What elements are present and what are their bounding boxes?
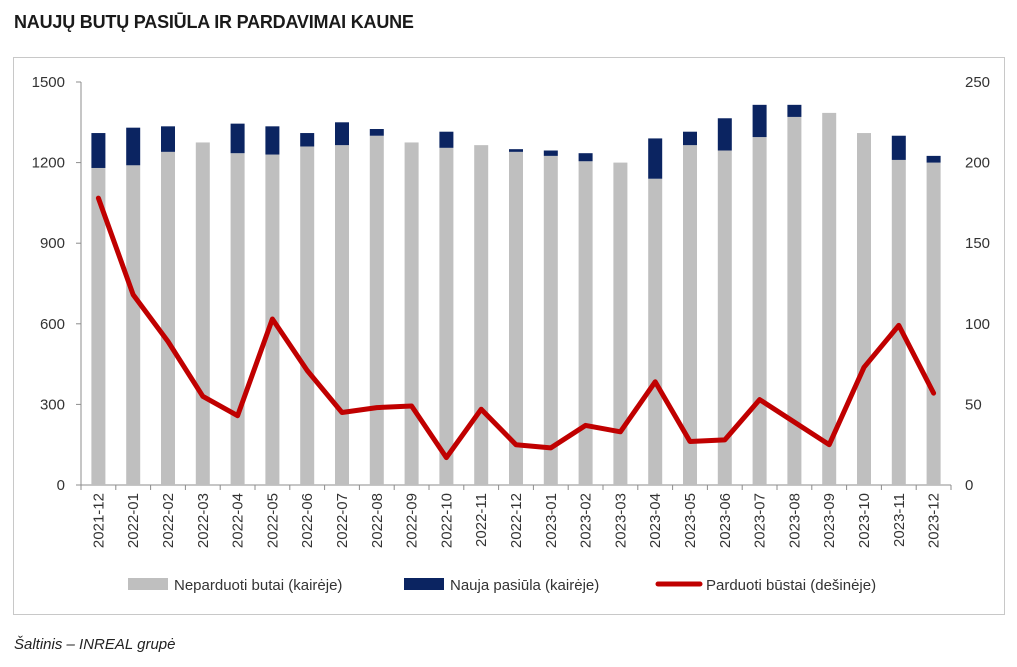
x-tick-label: 2022-10 (438, 493, 455, 548)
y-left-tick-label: 0 (57, 477, 65, 494)
x-tick-label: 2022-12 (508, 493, 525, 548)
x-tick-label: 2022-08 (369, 493, 386, 548)
x-tick-label: 2023-04 (647, 493, 664, 548)
bar-unsold (404, 142, 419, 485)
y-right-tick-label: 250 (965, 74, 990, 91)
bar-unsold (161, 151, 175, 485)
x-tick-label: 2022-06 (299, 493, 316, 548)
bar-unsold (857, 133, 871, 485)
bar-unsold (578, 161, 593, 486)
y-left-tick-label: 1200 (32, 155, 65, 172)
bar-new-supply (891, 135, 906, 160)
legend-swatch-new-supply (404, 578, 444, 590)
x-tick-label: 2023-08 (786, 493, 803, 548)
bar-new-supply (543, 150, 558, 156)
bar-unsold (300, 146, 315, 486)
x-tick-label: 2022-02 (160, 493, 177, 548)
x-tick-label: 2023-01 (543, 493, 560, 548)
line-group (95, 195, 937, 461)
x-tick-label: 2022-07 (334, 493, 351, 548)
bar-new-supply (787, 104, 802, 117)
x-tick-label: 2023-09 (821, 493, 838, 548)
bar-new-supply (717, 118, 732, 151)
legend-swatch-unsold (128, 578, 168, 590)
y-left-tick-label: 900 (40, 235, 65, 252)
bar-unsold (822, 112, 837, 485)
x-tick-label: 2021-12 (90, 493, 107, 548)
bar-unsold (474, 145, 489, 486)
bar-new-supply (126, 127, 141, 166)
x-tick-label: 2023-11 (891, 493, 908, 547)
bar-new-supply (265, 126, 280, 155)
y-right-tick-label: 50 (965, 396, 982, 413)
x-tick-label: 2022-05 (264, 493, 281, 548)
x-tick-label: 2023-07 (752, 493, 769, 548)
y-right-tick-label: 150 (965, 235, 990, 252)
x-tick-label: 2023-02 (578, 493, 595, 548)
legend: Neparduoti butai (kairėje) Nauja pasiūla… (128, 577, 876, 594)
bar-new-supply (926, 155, 941, 163)
x-tick-label: 2022-04 (230, 493, 247, 548)
bar-unsold (335, 145, 349, 486)
legend-label-unsold: Neparduoti butai (kairėje) (174, 577, 342, 594)
x-tick-label: 2023-05 (682, 493, 699, 548)
bar-unsold (543, 155, 558, 485)
x-tick-label: 2022-01 (125, 493, 142, 548)
bar-new-supply (648, 138, 663, 179)
chart-frame (13, 57, 1005, 615)
y-right-tick-label: 0 (965, 477, 973, 494)
bar-unsold (230, 153, 245, 486)
bar-new-supply (683, 131, 697, 146)
bar-unsold (439, 147, 454, 485)
legend-label-sold: Parduoti būstai (dešinėje) (706, 577, 876, 594)
y-left-tick-label: 600 (40, 316, 65, 333)
source-note: Šaltinis – INREAL grupė (14, 636, 176, 653)
x-tick-labels: 2021-12 2022-01 2022-02 2022-03 2022-04 2022-… (80, 485, 952, 548)
bar-new-supply (300, 133, 315, 147)
bar-new-supply (578, 153, 593, 162)
bar-unsold (91, 167, 106, 485)
bar-unsold (683, 145, 697, 486)
bar-new-supply (439, 131, 454, 148)
bar-unsold (613, 162, 628, 485)
y-left-tick-label: 300 (40, 396, 65, 413)
x-tick-label: 2023-03 (612, 493, 629, 548)
bar-unsold (195, 142, 210, 485)
chart-title: NAUJŲ BUTŲ PASIŪLA IR PARDAVIMAI KAUNE (14, 12, 414, 32)
bar-unsold (648, 178, 663, 485)
bar-unsold (787, 116, 802, 485)
x-tick-label: 2023-12 (926, 493, 943, 548)
x-tick-label: 2023-10 (856, 493, 873, 548)
bar-new-supply (752, 104, 767, 138)
y-left-tick-label: 1500 (32, 74, 65, 91)
x-tick-label: 2023-06 (717, 493, 734, 548)
y-right-tick-label: 100 (965, 316, 990, 333)
legend-label-new-supply: Nauja pasiūla (kairėje) (450, 577, 599, 594)
bar-unsold (126, 165, 141, 485)
x-tick-label: 2022-03 (195, 493, 212, 548)
y-right-tick-label: 200 (965, 155, 990, 172)
x-tick-label: 2022-09 (404, 493, 421, 548)
bar-new-supply (509, 149, 523, 152)
bar-unsold (752, 137, 767, 485)
bar-new-supply (161, 126, 175, 152)
bars-group (91, 104, 941, 486)
bar-new-supply (230, 123, 245, 154)
x-tick-label: 2022-11 (473, 493, 490, 547)
bar-unsold (509, 151, 523, 485)
bar-unsold (926, 162, 941, 485)
bar-new-supply (369, 129, 384, 136)
bar-unsold (717, 150, 732, 485)
bar-new-supply (335, 122, 349, 146)
bar-unsold (891, 159, 906, 485)
bar-unsold (369, 135, 384, 485)
bar-new-supply (91, 133, 106, 168)
